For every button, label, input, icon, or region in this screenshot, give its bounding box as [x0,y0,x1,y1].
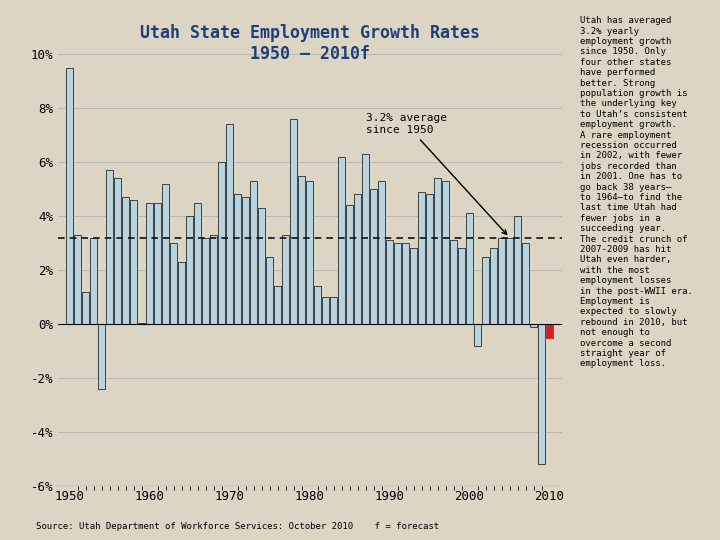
Bar [338,157,345,324]
Bar [258,208,265,324]
Bar [315,286,321,324]
Bar [482,256,489,324]
Bar [210,235,217,324]
Bar [354,194,361,324]
Bar [539,324,545,464]
Text: 3.2% average
since 1950: 3.2% average since 1950 [366,113,507,234]
Bar [426,194,433,324]
Bar [506,238,513,324]
Bar [418,192,425,324]
Bar [531,324,537,327]
Bar [114,178,121,324]
Bar [274,286,281,324]
Bar [226,124,233,324]
Bar [498,238,505,324]
Bar [410,248,417,324]
Bar [523,243,528,324]
Bar [130,200,137,324]
Bar [122,197,129,324]
Bar [323,297,329,324]
Bar [99,324,105,389]
Bar [146,202,153,324]
Bar [107,170,113,324]
Bar [235,194,240,324]
Bar [91,238,96,324]
Bar [395,243,401,324]
Bar [218,162,225,324]
Bar [402,243,409,324]
Bar [298,176,305,324]
Bar [451,240,456,324]
Bar [370,189,377,324]
Bar [66,68,73,324]
Bar [362,154,369,324]
Text: Utah State Employment Growth Rates
1950 – 2010f: Utah State Employment Growth Rates 1950 … [140,24,480,63]
Text: Source: Utah Department of Workforce Services: October 2010    f = forecast: Source: Utah Department of Workforce Ser… [36,522,439,531]
Bar [490,248,497,324]
Bar [186,216,193,324]
Bar [434,178,441,324]
Bar [387,240,393,324]
Bar [346,205,353,324]
Bar [179,262,185,324]
Bar [282,235,289,324]
Bar [243,197,249,324]
Bar [194,202,201,324]
Bar [171,243,177,324]
Bar [290,119,297,324]
Bar [202,238,209,324]
Bar [138,322,145,324]
Bar [82,292,89,324]
Bar [379,181,384,324]
Bar [163,184,168,324]
Text: Utah has averaged
3.2% yearly
employment growth
since 1950. Only
four other stat: Utah has averaged 3.2% yearly employment… [580,16,693,368]
Bar [459,248,465,324]
Bar [474,324,481,346]
Bar [154,202,161,324]
Bar [74,235,81,324]
Bar [442,181,449,324]
Bar [307,181,312,324]
Bar [330,297,337,324]
Bar [251,181,257,324]
Bar [514,216,521,324]
Bar [546,324,553,338]
Bar [467,213,473,324]
Bar [266,256,273,324]
